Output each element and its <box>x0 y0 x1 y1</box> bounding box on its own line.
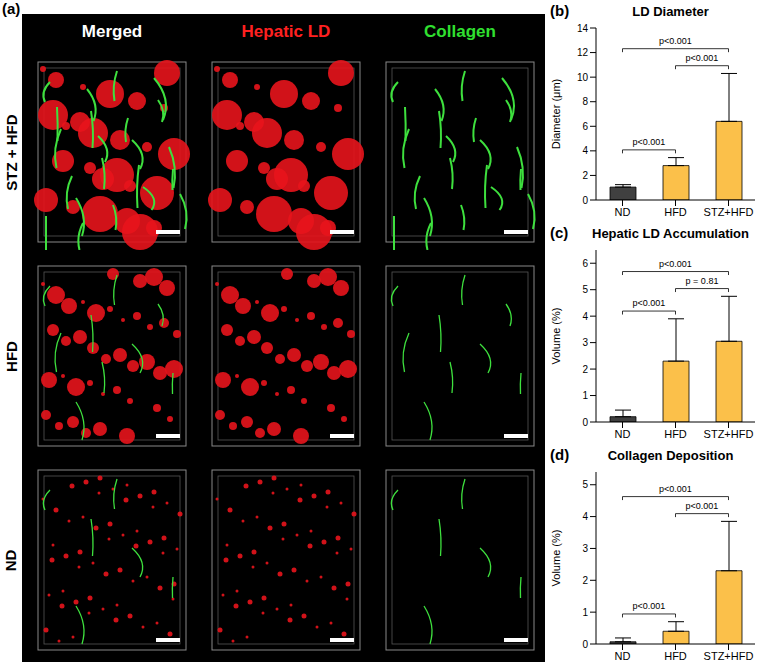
svg-text:STZ+HFD: STZ+HFD <box>704 428 754 440</box>
svg-text:0: 0 <box>582 195 588 206</box>
svg-text:0: 0 <box>582 417 588 428</box>
html-text:(d): (d) <box>550 446 570 463</box>
svg-text:p<0.001: p<0.001 <box>659 484 692 494</box>
svg-text:ND: ND <box>615 428 631 440</box>
html-text:Merged: Merged <box>81 22 143 41</box>
svg-text:4: 4 <box>582 311 588 322</box>
svg-text:2: 2 <box>582 364 588 375</box>
html-text:(b): (b) <box>550 2 570 19</box>
html-text:ND: ND <box>2 549 20 571</box>
html-text:(a): (a) <box>2 0 21 17</box>
svg-text:14: 14 <box>577 23 589 34</box>
svg-text:p = 0.81: p = 0.81 <box>686 276 719 286</box>
svg-text:8: 8 <box>582 96 588 107</box>
html-text:Collagen Deposition: Collagen Deposition <box>607 448 734 463</box>
svg-text:3: 3 <box>582 337 588 348</box>
svg-text:HFD: HFD <box>664 206 687 218</box>
svg-text:Diameter (μm): Diameter (μm) <box>550 79 562 150</box>
svg-text:HFD: HFD <box>664 428 687 440</box>
svg-text:12: 12 <box>577 47 589 58</box>
svg-text:p<0.001: p<0.001 <box>686 501 719 511</box>
svg-text:1: 1 <box>582 390 588 401</box>
html-text:(c): (c) <box>550 224 569 241</box>
svg-text:6: 6 <box>582 121 588 132</box>
svg-text:ND: ND <box>615 206 631 218</box>
svg-text:4: 4 <box>582 511 588 522</box>
svg-text:10: 10 <box>577 72 589 83</box>
svg-text:3: 3 <box>582 543 588 554</box>
svg-text:Volume (%): Volume (%) <box>550 308 562 365</box>
svg-text:STZ+HFD: STZ+HFD <box>704 206 754 218</box>
svg-text:p<0.001: p<0.001 <box>633 298 666 308</box>
html-text:LD Diameter: LD Diameter <box>632 4 709 19</box>
svg-text:6: 6 <box>582 258 588 269</box>
svg-text:1: 1 <box>582 607 588 618</box>
html-text:Hepatic LD: Hepatic LD <box>241 22 331 41</box>
svg-text:5: 5 <box>582 479 588 490</box>
html-text:Collagen: Collagen <box>424 22 496 41</box>
svg-text:0: 0 <box>582 639 588 650</box>
svg-text:p<0.001: p<0.001 <box>686 53 719 63</box>
svg-text:p<0.001: p<0.001 <box>659 36 692 46</box>
svg-text:4: 4 <box>582 145 588 156</box>
svg-text:STZ+HFD: STZ+HFD <box>704 650 754 662</box>
svg-text:2: 2 <box>582 170 588 181</box>
svg-text:Volume (%): Volume (%) <box>550 530 562 587</box>
html-text:STZ + HFD: STZ + HFD <box>2 113 20 191</box>
svg-text:2: 2 <box>582 575 588 586</box>
svg-text:HFD: HFD <box>664 650 687 662</box>
svg-text:ND: ND <box>615 650 631 662</box>
svg-text:p<0.001: p<0.001 <box>633 601 666 611</box>
svg-text:p<0.001: p<0.001 <box>633 137 666 147</box>
html-text:Hepatic LD Accumulation: Hepatic LD Accumulation <box>592 226 749 241</box>
html-text:HFD: HFD <box>2 340 20 372</box>
svg-text:p<0.001: p<0.001 <box>659 259 692 269</box>
svg-text:5: 5 <box>582 284 588 295</box>
